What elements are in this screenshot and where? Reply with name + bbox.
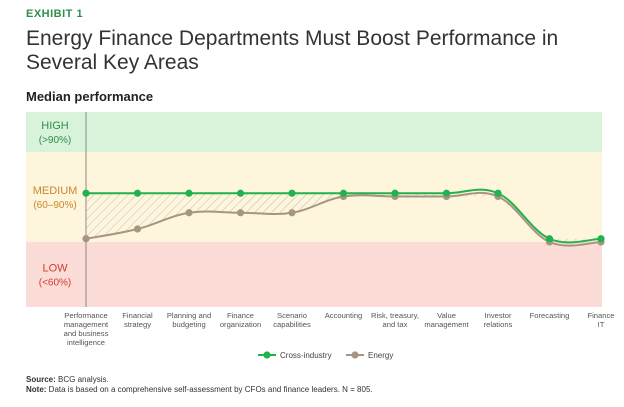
x-tick-label: Performance management and business intelli… xyxy=(64,311,109,347)
x-tick-label: Risk, treasury, and tax xyxy=(371,311,419,329)
x-tick-label: Planning and budgeting xyxy=(167,311,211,329)
band-range-medium: (60–90%) xyxy=(33,200,76,211)
energy-legend-label: Energy xyxy=(368,351,393,360)
energy-point xyxy=(82,235,90,243)
note-line: Note: Data is based on a comprehensive s… xyxy=(26,385,616,395)
x-tick-label: Finance IT xyxy=(587,311,614,329)
cross-industry-point xyxy=(442,189,451,197)
gap-hatch-area xyxy=(86,193,601,242)
footer: Source: BCG analysis. Note: Data is base… xyxy=(26,375,616,395)
note-label: Note: xyxy=(26,385,47,394)
cross-industry-legend-marker xyxy=(263,351,271,359)
energy-point xyxy=(185,209,193,217)
x-tick-label: Scenario capabilities xyxy=(273,311,311,329)
x-tick-label: Forecasting xyxy=(530,311,570,320)
exhibit-label: EXHIBIT 1 xyxy=(26,8,84,20)
x-tick-label: Financial strategy xyxy=(122,311,153,329)
source-text: BCG analysis. xyxy=(55,375,109,384)
energy-point xyxy=(236,209,245,217)
x-tick-label: Finance organization xyxy=(220,311,261,329)
energy-legend-marker xyxy=(351,351,359,359)
source-label: Source: xyxy=(26,375,56,384)
cross-industry-point xyxy=(494,189,502,197)
band-high xyxy=(26,112,602,152)
band-label-low: LOW xyxy=(42,263,68,275)
performance-chart: HIGH (>90%) MEDIUM (60–90%) LOW (<60%) Perfor… xyxy=(26,112,615,360)
cross-industry-point xyxy=(82,189,90,197)
cross-industry-point xyxy=(236,189,245,197)
band-label-high: HIGH xyxy=(41,120,69,132)
energy-point xyxy=(288,209,296,217)
cross-industry-point xyxy=(597,235,605,243)
note-text: Data is based on a comprehensive self-as… xyxy=(46,385,373,394)
cross-industry-legend-label: Cross-industry xyxy=(280,351,332,360)
x-tick-label: Accounting xyxy=(325,311,363,320)
source-line: Source: BCG analysis. xyxy=(26,375,616,385)
band-low xyxy=(26,242,602,307)
cross-industry-point xyxy=(288,189,296,197)
x-tick-label: Investor relations xyxy=(484,311,513,329)
band-label-medium: MEDIUM xyxy=(33,185,78,197)
cross-industry-point xyxy=(391,189,399,197)
chart-subtitle: Median performance xyxy=(26,89,154,104)
cross-industry-point xyxy=(185,189,193,197)
energy-point xyxy=(133,225,142,233)
cross-industry-point xyxy=(545,235,554,243)
cross-industry-point xyxy=(133,189,142,197)
chart-title: Energy Finance Departments Must Boost Pe… xyxy=(26,27,559,74)
x-tick-label: Value management xyxy=(424,311,469,329)
band-range-low: (<60%) xyxy=(39,278,72,289)
cross-industry-point xyxy=(339,189,348,197)
band-range-high: (>90%) xyxy=(39,135,72,146)
